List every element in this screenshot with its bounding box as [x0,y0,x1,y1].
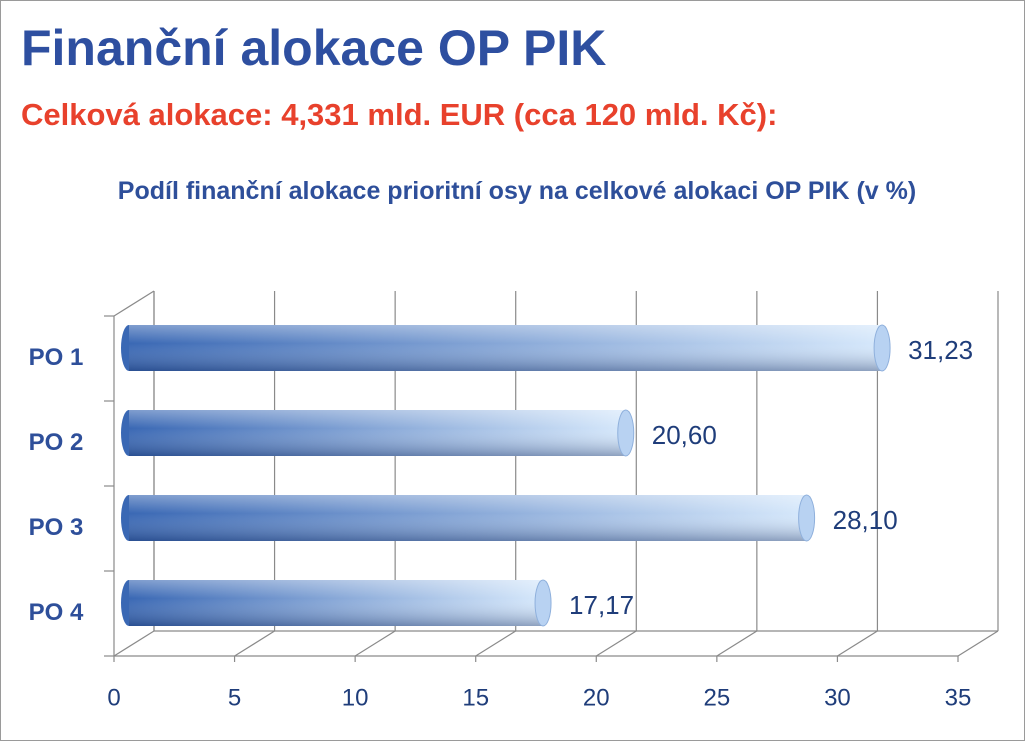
chart-title: Podíl finanční alokace prioritní osy na … [117,177,917,205]
bar-cap [798,494,816,542]
x-tick-label: 5 [228,684,241,711]
x-tick-label: 0 [107,684,120,711]
slide-title: Finanční alokace OP PIK [21,20,607,76]
y-tick-label: PO 4 [29,599,84,626]
floor-line [957,630,999,657]
left-wall [113,290,155,317]
y-tick-label: PO 3 [29,514,84,541]
bar-shade [129,495,807,541]
floor-line [716,630,758,657]
floor-line [354,630,396,657]
value-label: 28,10 [833,505,898,535]
value-label: 20,60 [652,420,717,450]
floor-line [837,630,878,657]
value-label: 17,17 [569,590,634,620]
bar-shade [129,410,626,456]
floor-line [595,630,637,657]
floor-line [113,630,155,657]
y-tick-label: PO 1 [29,344,84,371]
x-tick-label: 30 [824,684,851,711]
bar-cap [873,324,891,372]
bar-cap [534,579,552,627]
floor-line [234,630,275,657]
x-tick-label: 35 [945,684,972,711]
slide-subtitle: Celková alokace: 4,331 mld. EUR (cca 120… [21,97,778,132]
x-tick-label: 25 [704,684,731,711]
value-label: 31,23 [908,335,973,365]
bar-shade [129,580,544,626]
x-tick-label: 15 [462,684,489,711]
bar-shade [129,325,883,371]
floor-line [475,630,517,657]
y-tick-label: PO 2 [29,429,84,456]
bar-cap [617,409,635,457]
x-tick-label: 10 [342,684,369,711]
x-tick-label: 20 [583,684,610,711]
